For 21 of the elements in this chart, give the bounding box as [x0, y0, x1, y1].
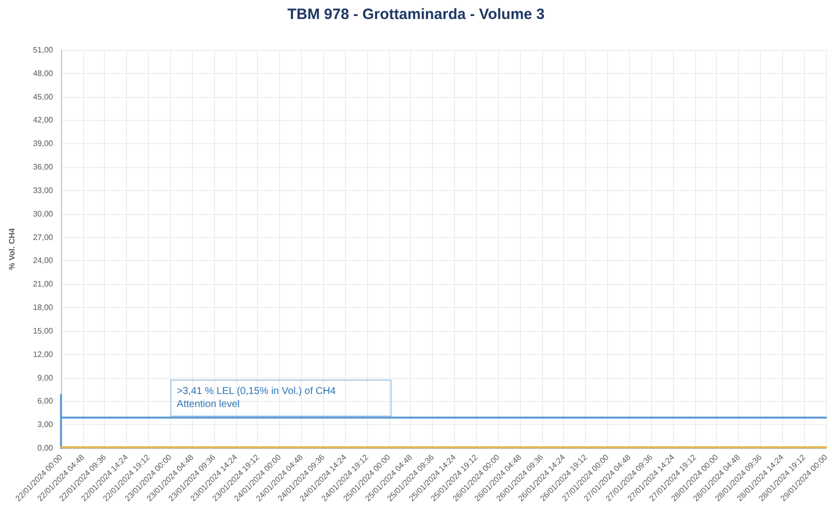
y-tick-label: 39,00 [32, 139, 54, 148]
y-tick-label: 18,00 [32, 303, 54, 312]
y-tick-label: 12,00 [32, 350, 54, 359]
chart-title: TBM 978 - Grottaminarda - Volume 3 [287, 6, 545, 23]
y-tick-label: 51,00 [32, 46, 54, 54]
y-tick-label: 0,00 [37, 444, 54, 452]
y-tick-label: 27,00 [32, 232, 54, 242]
y-tick-label: 21,00 [32, 280, 54, 289]
y-tick-label: 48,00 [32, 68, 54, 78]
y-tick-label: 33,00 [32, 186, 54, 195]
y-tick-label: 15,00 [32, 326, 54, 336]
y-tick-label: 6,00 [37, 396, 54, 406]
y-tick-label: 9,00 [37, 373, 54, 382]
y-tick-label: 45,00 [32, 92, 54, 102]
annotation: >3,41 % LEL (0,15% in Vol.) of CH4 Attention level [176, 386, 336, 410]
y-tick-label: 42,00 [32, 116, 54, 125]
y-tick-label: 24,00 [32, 256, 54, 266]
y-axis-title: % Vol. CH4 [8, 228, 16, 270]
y-tick-label: 30,00 [32, 209, 54, 218]
y-tick-label: 36,00 [32, 162, 54, 172]
y-tick-label: 3,00 [37, 420, 54, 430]
